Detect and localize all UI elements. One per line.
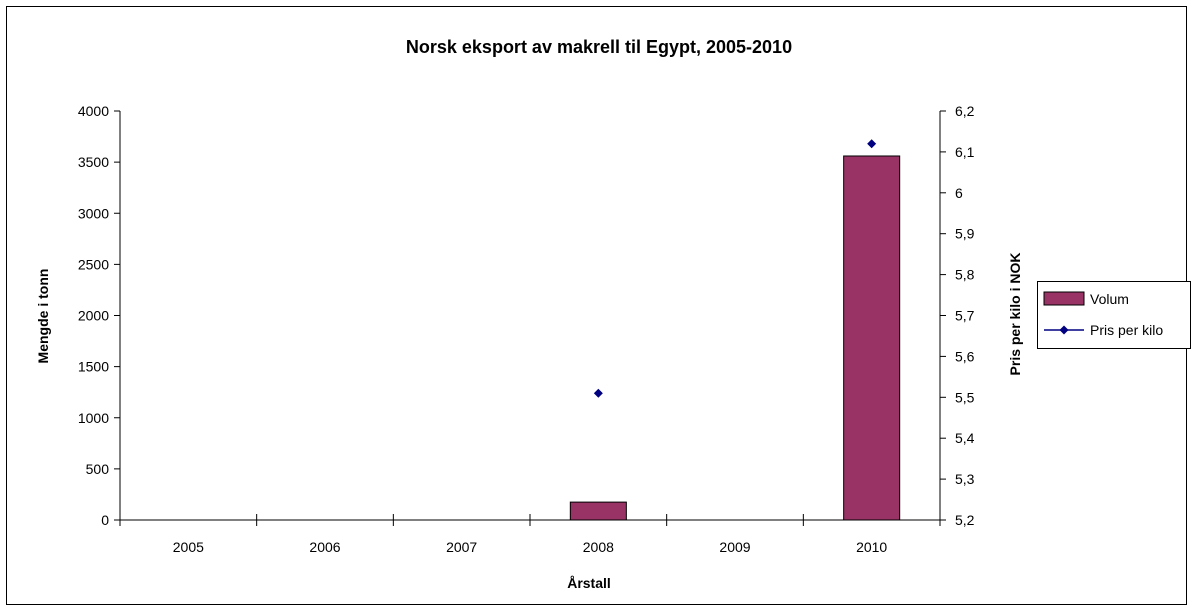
right-tick-label: 5,8	[955, 267, 975, 283]
bar-volum-2008	[570, 502, 626, 520]
right-tick-label: 5,3	[955, 471, 975, 487]
right-tick-label: 5,2	[955, 512, 975, 528]
left-tick-label: 0	[101, 512, 109, 528]
left-tick-label: 3000	[78, 205, 109, 221]
legend: Volum Pris per kilo	[1038, 282, 1191, 349]
right-tick-label: 6,1	[955, 144, 975, 160]
left-tick-label: 500	[86, 461, 110, 477]
left-tick-label: 2500	[78, 256, 109, 272]
x-axis-title: Årstall	[567, 575, 611, 591]
left-tick-label: 1000	[78, 410, 109, 426]
right-tick-label: 6	[955, 185, 963, 201]
left-tick-label: 2000	[78, 308, 109, 324]
right-tick-label: 5,4	[955, 430, 975, 446]
right-tick-label: 5,9	[955, 226, 975, 242]
legend-price-label: Pris per kilo	[1090, 322, 1163, 338]
bar-volum-2010	[844, 156, 900, 520]
left-tick-label: 3500	[78, 154, 109, 170]
legend-volum-label: Volum	[1090, 291, 1129, 307]
right-tick-label: 5,5	[955, 389, 975, 405]
right-tick-label: 5,7	[955, 308, 975, 324]
right-tick-label: 5,6	[955, 348, 975, 364]
right-tick-label: 6,2	[955, 103, 975, 119]
y2-axis-title: Pris per kilo i NOK	[1007, 253, 1023, 376]
legend-volum-swatch	[1044, 292, 1084, 305]
x-tick-label: 2009	[719, 539, 750, 555]
chart-title: Norsk eksport av makrell til Egypt, 2005…	[406, 37, 792, 57]
x-tick-label: 2010	[856, 539, 887, 555]
x-tick-label: 2006	[309, 539, 340, 555]
x-tick-label: 2005	[173, 539, 204, 555]
y-axis-title: Mengde i tonn	[35, 269, 51, 364]
left-tick-label: 4000	[78, 103, 109, 119]
x-tick-label: 2007	[446, 539, 477, 555]
left-tick-label: 1500	[78, 359, 109, 375]
x-tick-label: 2008	[583, 539, 614, 555]
